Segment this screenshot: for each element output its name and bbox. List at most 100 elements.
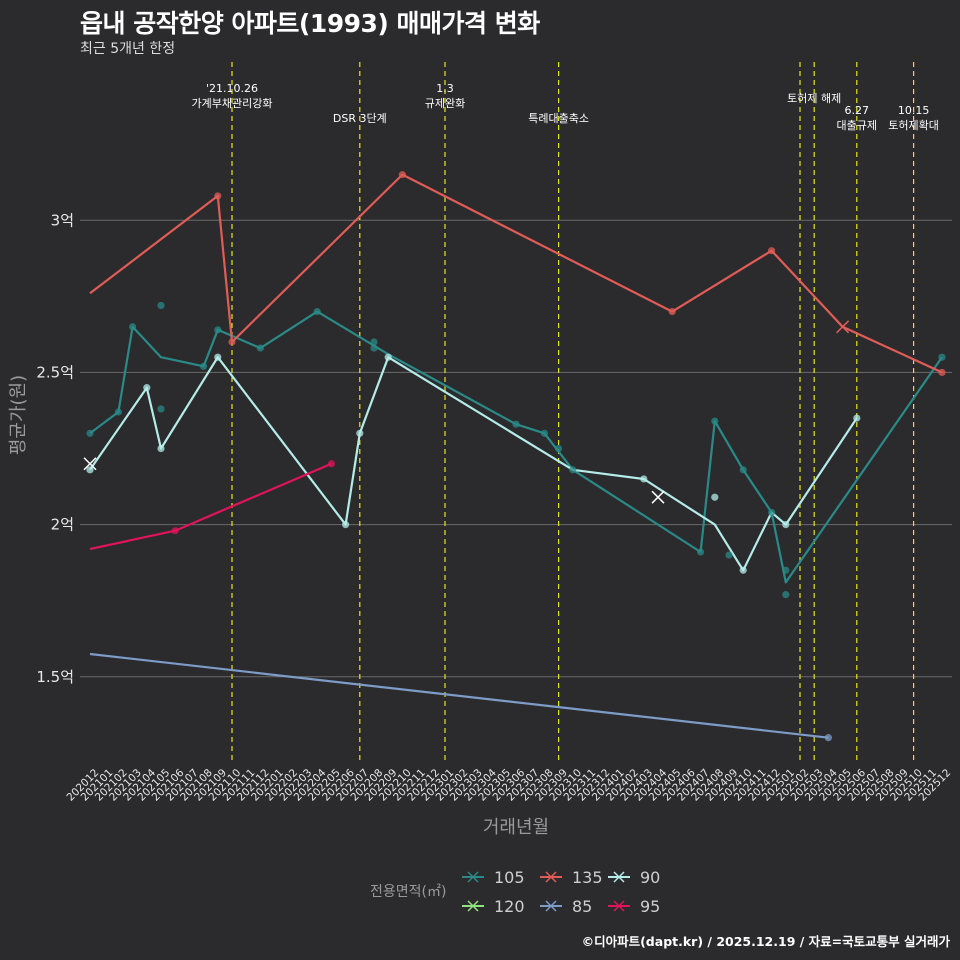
data-point-105 <box>782 591 790 599</box>
y-tick-label: 1.5억 <box>36 668 74 686</box>
data-point-90 <box>356 429 364 437</box>
data-point-90 <box>640 475 648 483</box>
data-point-105 <box>512 420 520 428</box>
legend-label: 90 <box>640 868 660 887</box>
event-label-line: 규제완화 <box>425 97 465 110</box>
event-label-line: 특례대출축소 <box>528 112 589 125</box>
legend-item-85: 85 <box>540 897 592 916</box>
series-line-95 <box>89 462 332 551</box>
data-point-105 <box>569 466 577 474</box>
data-point-105 <box>157 405 165 413</box>
cross-stroke <box>83 457 97 471</box>
cross-stroke <box>651 490 665 504</box>
event-lines <box>231 62 915 762</box>
data-point-90 <box>157 444 165 453</box>
series-lines <box>89 173 943 739</box>
data-point-105 <box>86 429 94 437</box>
event-label-line: 대출규제 <box>837 119 877 132</box>
data-point-135 <box>938 368 946 377</box>
data-point-105 <box>739 466 747 474</box>
data-point-105 <box>555 444 563 453</box>
data-point-135 <box>768 247 776 255</box>
data-point-90 <box>143 384 151 392</box>
y-tick-label: 3억 <box>51 211 74 229</box>
legend-label: 135 <box>572 868 603 887</box>
data-point-85 <box>824 734 833 742</box>
legend-label: 105 <box>494 868 525 887</box>
x-axis-title: 거래년월 <box>483 817 549 838</box>
chart-title: 읍내 공작한양 아파트(1993) 매매가격 변화 <box>80 9 540 38</box>
legend-key-cross <box>545 900 557 912</box>
legend-label: 95 <box>640 897 660 916</box>
legend-item-105: 105 <box>462 868 525 887</box>
data-point-105 <box>370 338 378 346</box>
event-label: 1.3 규제완화 <box>425 82 465 110</box>
legend-key-cross <box>613 871 625 883</box>
legend-key-cross <box>467 900 479 912</box>
legend-item-120: 120 <box>462 897 525 916</box>
event-label-line: 가계부채관리강화 <box>192 97 273 110</box>
event-label-line: 토허제 해제 <box>787 91 841 105</box>
cross-stroke <box>836 320 850 334</box>
data-point-105 <box>200 362 208 370</box>
event-label-line: DSR 3단계 <box>333 112 387 125</box>
series-points <box>83 171 946 742</box>
data-point-90 <box>384 353 392 361</box>
axes: 1.5억2억2.5억3억2020122021012021022021032021… <box>8 211 953 838</box>
series-line-85 <box>89 652 829 739</box>
y-tick-label: 2억 <box>51 516 74 534</box>
data-point-135 <box>214 192 222 200</box>
legend-key-cross <box>613 900 625 912</box>
event-label-line: 6.27 <box>845 104 870 117</box>
legend-label: 120 <box>494 897 525 916</box>
legend-label: 85 <box>572 897 592 916</box>
event-label: 6.27 대출규제 <box>837 104 877 132</box>
data-point-105 <box>725 551 733 559</box>
legend: 전용면적(㎡) 105 135 90 120 85 95 <box>370 868 660 916</box>
data-point-135 <box>398 171 406 179</box>
series-line-135 <box>89 173 943 374</box>
event-label: 특례대출축소 <box>528 112 589 125</box>
y-tick-label: 2.5억 <box>36 363 74 381</box>
event-label: DSR 3단계 <box>333 112 387 125</box>
legend-item-135: 135 <box>540 868 603 887</box>
data-point-90 <box>711 493 719 501</box>
data-point-105 <box>313 307 321 316</box>
data-point-90 <box>739 566 747 574</box>
cross-marker-135 <box>836 320 850 334</box>
event-label: '21.10.26 가계부채관리강화 <box>192 82 273 110</box>
data-point-105 <box>768 508 776 517</box>
grid <box>80 219 952 678</box>
data-point-105 <box>256 344 264 352</box>
data-point-105 <box>711 417 719 425</box>
event-label: 토허제 해제 <box>787 91 841 105</box>
chart-subtitle: 최근 5개년 한정 <box>80 41 176 57</box>
y-axis-title: 평균가(원) <box>8 375 29 455</box>
legend-key-cross <box>467 871 479 883</box>
data-point-95 <box>171 527 179 535</box>
legend-item-95: 95 <box>608 897 660 916</box>
event-label: 10.15 토허제확대 <box>888 104 939 132</box>
data-point-135 <box>668 307 676 316</box>
data-point-105 <box>370 344 378 352</box>
data-point-105 <box>129 323 137 331</box>
source-caption: ©디아파트(dapt.kr) / 2025.12.19 / 자료=국토교통부 실… <box>581 934 950 949</box>
event-label-line: 1.3 <box>436 82 454 95</box>
data-point-105 <box>938 353 946 361</box>
event-label-line: 토허제확대 <box>888 119 939 132</box>
legend-item-90: 90 <box>608 868 660 887</box>
data-point-90 <box>782 521 790 529</box>
data-point-105 <box>782 566 790 574</box>
data-point-105 <box>540 429 549 437</box>
data-point-105 <box>157 301 165 310</box>
series-line-90 <box>89 356 858 572</box>
data-point-135 <box>228 338 236 346</box>
cross-marker-90 <box>651 490 665 504</box>
event-label-line: 10.15 <box>898 104 930 117</box>
cross-marker-90 <box>83 457 97 471</box>
data-point-105 <box>114 408 122 416</box>
data-point-95 <box>327 460 335 468</box>
legend-key-cross <box>545 871 557 883</box>
